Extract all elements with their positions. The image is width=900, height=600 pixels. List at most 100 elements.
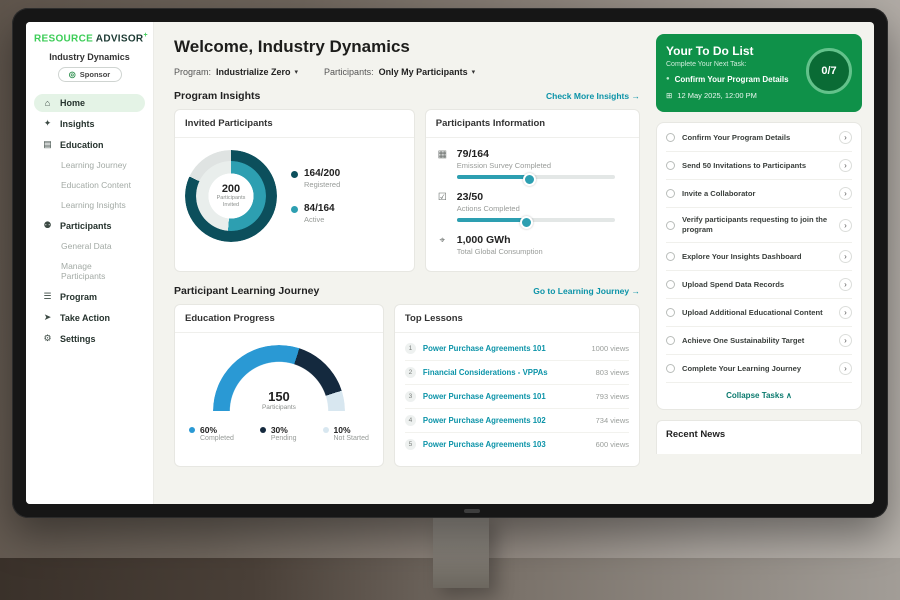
collapse-tasks-link[interactable]: Collapse Tasks ∧ (666, 383, 852, 408)
collapse-label: Collapse Tasks (726, 391, 784, 401)
sidebar-item-label: Participants (60, 220, 112, 231)
task-checkbox[interactable] (666, 252, 675, 262)
calendar-icon: ⊞ (666, 91, 673, 101)
program-filter-label: Program: (174, 67, 212, 77)
sidebar-item-take-action[interactable]: ➤ Take Action (34, 308, 145, 327)
task-checkbox[interactable] (666, 220, 675, 230)
legend-item-not-started: 10% Not Started (322, 425, 369, 442)
sidebar-item-education[interactable]: ▤ Education (34, 135, 145, 154)
todo-task-list: Confirm Your Program Details › Send 50 I… (656, 122, 862, 411)
todo-summary-card: Your To Do List Complete Your Next Task:… (656, 34, 862, 113)
lesson-rank: 1 (404, 343, 416, 354)
sidebar-item-participants[interactable]: ⚉ Participants (34, 216, 145, 235)
chevron-right-icon[interactable]: › (839, 250, 852, 264)
task-label: Verify participants requesting to join t… (682, 215, 828, 235)
task-checkbox[interactable] (666, 161, 675, 171)
task-row-upload-spend-data[interactable]: Upload Spend Data Records › (666, 271, 852, 300)
lesson-link[interactable]: Power Purchase Agreements 102 (422, 416, 546, 425)
sidebar-item-program[interactable]: ☰ Program (34, 287, 145, 306)
sponsor-badge[interactable]: ◎ Sponsor (57, 67, 122, 83)
education-icon: ▤ (43, 139, 52, 150)
lesson-views: 600 views (595, 440, 629, 449)
card-title: Education Progress (175, 305, 383, 333)
task-checkbox[interactable] (666, 364, 675, 374)
task-row-achieve-sustainability-target[interactable]: Achieve One Sustainability Target › (666, 327, 852, 356)
donut-center-value: 200 (221, 183, 241, 196)
sidebar-item-learning-insights[interactable]: Learning Insights (34, 196, 145, 214)
task-checkbox[interactable] (666, 280, 675, 290)
go-to-learning-journey-link[interactable]: Go to Learning Journey → (533, 286, 640, 296)
lesson-link[interactable]: Power Purchase Agreements 101 (422, 392, 546, 401)
gauge-center-label: Participants (261, 404, 296, 411)
lesson-row: 5 Power Purchase Agreements 103 600 view… (404, 433, 629, 456)
donut-inner-ring (196, 161, 266, 231)
stat-value: 79/164 (456, 148, 489, 160)
lesson-views: 734 views (595, 416, 629, 425)
program-dropdown[interactable]: Program: Industrialize Zero ▾ (174, 67, 298, 77)
program-filter-value: Industrialize Zero (216, 67, 291, 77)
sidebar-item-learning-journey[interactable]: Learning Journey (34, 156, 145, 174)
card-title: Top Lessons (394, 305, 639, 333)
task-row-verify-participants[interactable]: Verify participants requesting to join t… (666, 208, 852, 244)
task-row-explore-insights[interactable]: Explore Your Insights Dashboard › (666, 243, 852, 272)
lesson-row: 2 Financial Considerations - VPPAs 803 v… (404, 361, 629, 385)
sidebar-item-insights[interactable]: ✦ Insights (34, 114, 145, 133)
settings-icon: ⚙ (43, 333, 52, 344)
task-row-invite-collaborator[interactable]: Invite a Collaborator › (666, 180, 852, 209)
lesson-link[interactable]: Power Purchase Agreements 101 (422, 344, 546, 353)
sidebar-item-settings[interactable]: ⚙ Settings (34, 329, 145, 348)
task-label: Invite a Collaborator (682, 188, 756, 198)
global-consumption-stat: ⌖ 1,000 GWh Total Global Consumption (436, 234, 629, 261)
legend-value: 10% (333, 425, 351, 435)
sidebar-item-general-data[interactable]: General Data (34, 237, 145, 255)
main-content: Welcome, Industry Dynamics Program: Indu… (154, 22, 652, 504)
chevron-right-icon[interactable]: › (839, 334, 852, 348)
chevron-right-icon[interactable]: › (839, 187, 852, 201)
emission-survey-stat: ▦ 79/164 Emission Survey Completed (436, 148, 629, 186)
check-more-insights-link[interactable]: Check More Insights → (546, 91, 640, 101)
filter-bar: Program: Industrialize Zero ▾ Participan… (174, 67, 640, 77)
sidebar-item-education-content[interactable]: Education Content (34, 176, 145, 194)
lesson-link[interactable]: Power Purchase Agreements 103 (422, 440, 546, 449)
stat-label: Total Global Consumption (456, 247, 543, 256)
task-checkbox[interactable] (666, 336, 675, 346)
legend-value: 164/200 (304, 168, 341, 179)
home-icon: ⌂ (44, 98, 51, 109)
task-row-send-invitations[interactable]: Send 50 Invitations to Participants › (666, 152, 852, 181)
task-checkbox[interactable] (666, 189, 675, 199)
organization-name: Industry Dynamics (49, 52, 130, 63)
task-row-complete-learning-journey[interactable]: Complete Your Learning Journey › (666, 355, 852, 384)
task-checkbox[interactable] (666, 133, 675, 143)
lesson-views: 1000 views (591, 344, 629, 353)
todo-subtitle: Complete Your Next Task: (666, 61, 747, 68)
chevron-right-icon[interactable]: › (839, 362, 852, 376)
lesson-row: 1 Power Purchase Agreements 101 1000 vie… (404, 337, 629, 361)
participants-information-card: Participants Information ▦ 79/164 Emissi… (424, 109, 640, 272)
recent-news-header: Recent News (656, 420, 862, 455)
todo-next-task: ● Confirm Your Program Details (666, 75, 852, 85)
chevron-right-icon[interactable]: › (839, 278, 852, 292)
chevron-right-icon[interactable]: › (839, 131, 852, 145)
sidebar-item-home[interactable]: ⌂ Home (34, 94, 145, 113)
lesson-views: 793 views (595, 392, 629, 401)
lesson-rank: 4 (404, 415, 416, 426)
participants-filter-value: Only My Participants (378, 67, 468, 77)
chevron-right-icon[interactable]: › (839, 218, 852, 232)
chevron-right-icon[interactable]: › (839, 306, 852, 320)
task-label: Send 50 Invitations to Participants (682, 160, 807, 170)
participants-dropdown[interactable]: Participants: Only My Participants ▾ (324, 67, 475, 77)
chevron-right-icon[interactable]: › (839, 159, 852, 173)
lesson-link[interactable]: Financial Considerations - VPPAs (422, 368, 548, 377)
task-row-confirm-program[interactable]: Confirm Your Program Details › (666, 124, 852, 153)
task-checkbox[interactable] (666, 308, 675, 318)
legend-value: 60% (200, 425, 218, 435)
sidebar-item-label: Program (60, 291, 98, 302)
todo-progress-value: 0/7 (821, 65, 837, 77)
legend-item-active: 84/164 Active (291, 203, 340, 224)
task-row-upload-educational-content[interactable]: Upload Additional Educational Content › (666, 299, 852, 328)
legend-dot (259, 427, 266, 433)
sidebar-item-label: Manage Participants (61, 261, 106, 282)
sidebar-item-manage-participants[interactable]: Manage Participants (34, 257, 145, 285)
arrow-right-icon: → (631, 286, 641, 296)
